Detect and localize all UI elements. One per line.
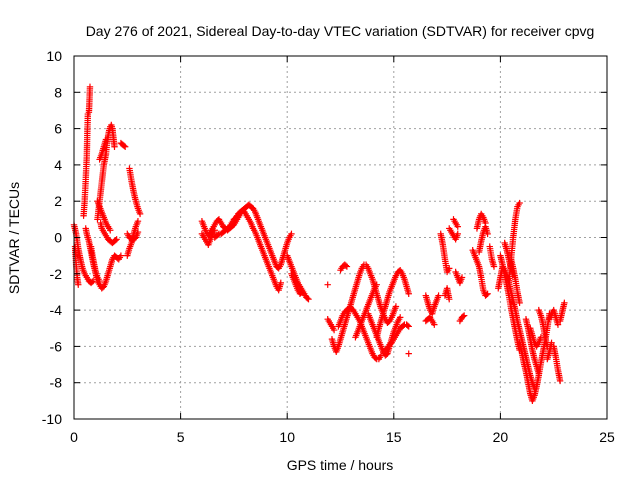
- data-point: [107, 227, 114, 234]
- data-point: [102, 136, 110, 143]
- data-point: [305, 296, 312, 303]
- data-point: [396, 314, 404, 321]
- data-point: [484, 230, 491, 238]
- axis-ticks: [73, 55, 608, 420]
- chart-title: Day 276 of 2021, Sidereal Day-to-day VTE…: [86, 23, 595, 39]
- data-point: [454, 223, 461, 230]
- data-point: [288, 230, 295, 238]
- y-axis-title: SDTVAR / TECUs: [6, 182, 22, 294]
- y-tick-label: 8: [54, 84, 62, 100]
- data-point: [431, 321, 438, 328]
- data-point: [458, 274, 466, 281]
- data-point: [214, 231, 222, 238]
- data-point: [330, 326, 338, 334]
- y-tick-label: -2: [50, 266, 63, 282]
- data-point: [96, 277, 103, 285]
- x-tick-label: 5: [177, 429, 185, 445]
- data-point: [88, 278, 96, 286]
- data-point: [405, 350, 412, 357]
- y-tick-label: 6: [54, 121, 62, 137]
- x-tick-label: 15: [386, 429, 402, 445]
- data-point: [460, 312, 468, 319]
- data-point: [392, 303, 400, 310]
- y-tick-label: -6: [50, 338, 63, 354]
- x-axis-title: GPS time / hours: [287, 457, 394, 473]
- y-tick-label: 4: [54, 157, 62, 173]
- data-point: [136, 210, 144, 218]
- data-point: [404, 322, 411, 329]
- x-tick-label: 10: [279, 429, 295, 445]
- data-point: [490, 263, 498, 270]
- data-point: [86, 83, 94, 91]
- data-point: [459, 313, 467, 320]
- data-point: [113, 236, 120, 243]
- y-tick-label: 2: [54, 193, 62, 209]
- x-tick-label: 25: [599, 429, 615, 445]
- data-points: [70, 83, 568, 405]
- data-point: [277, 279, 285, 287]
- data-point: [548, 339, 555, 346]
- data-point: [298, 288, 306, 296]
- y-tick-label: -10: [42, 411, 62, 427]
- data-point: [297, 289, 305, 297]
- y-tick-label: -8: [50, 375, 63, 391]
- y-tick-labels: -10 -8 -6 -4 -2 0 2 4 6 8 10: [42, 48, 62, 427]
- data-point: [516, 199, 523, 207]
- data-point: [342, 262, 350, 269]
- data-point: [435, 292, 442, 299]
- data-point: [134, 217, 142, 225]
- data-point: [561, 299, 568, 307]
- data-point: [405, 290, 412, 297]
- data-point: [405, 323, 412, 330]
- data-point: [121, 143, 129, 150]
- data-point: [454, 230, 461, 238]
- data-point: [446, 265, 453, 272]
- data-point: [112, 237, 119, 244]
- data-point: [372, 354, 379, 362]
- data-point: [343, 263, 351, 270]
- y-tick-label: 10: [46, 48, 62, 64]
- data-point: [111, 143, 118, 150]
- data-point: [446, 296, 453, 303]
- data-point: [120, 142, 128, 150]
- y-tick-label: 0: [54, 230, 62, 246]
- data-point: [304, 295, 311, 302]
- data-point: [556, 377, 564, 385]
- data-point: [117, 252, 125, 259]
- data-point: [535, 370, 542, 377]
- data-point: [516, 299, 523, 307]
- x-tick-label: 20: [493, 429, 509, 445]
- data-point: [554, 321, 562, 328]
- data-point: [483, 291, 490, 298]
- data-point: [373, 281, 380, 288]
- data-point: [324, 281, 331, 288]
- x-tick-labels: 0 5 10 15 20 25: [70, 429, 615, 445]
- y-tick-label: -4: [50, 302, 63, 318]
- data-point: [484, 290, 491, 297]
- x-tick-label: 0: [70, 429, 78, 445]
- data-point: [211, 227, 218, 234]
- data-point: [75, 281, 82, 288]
